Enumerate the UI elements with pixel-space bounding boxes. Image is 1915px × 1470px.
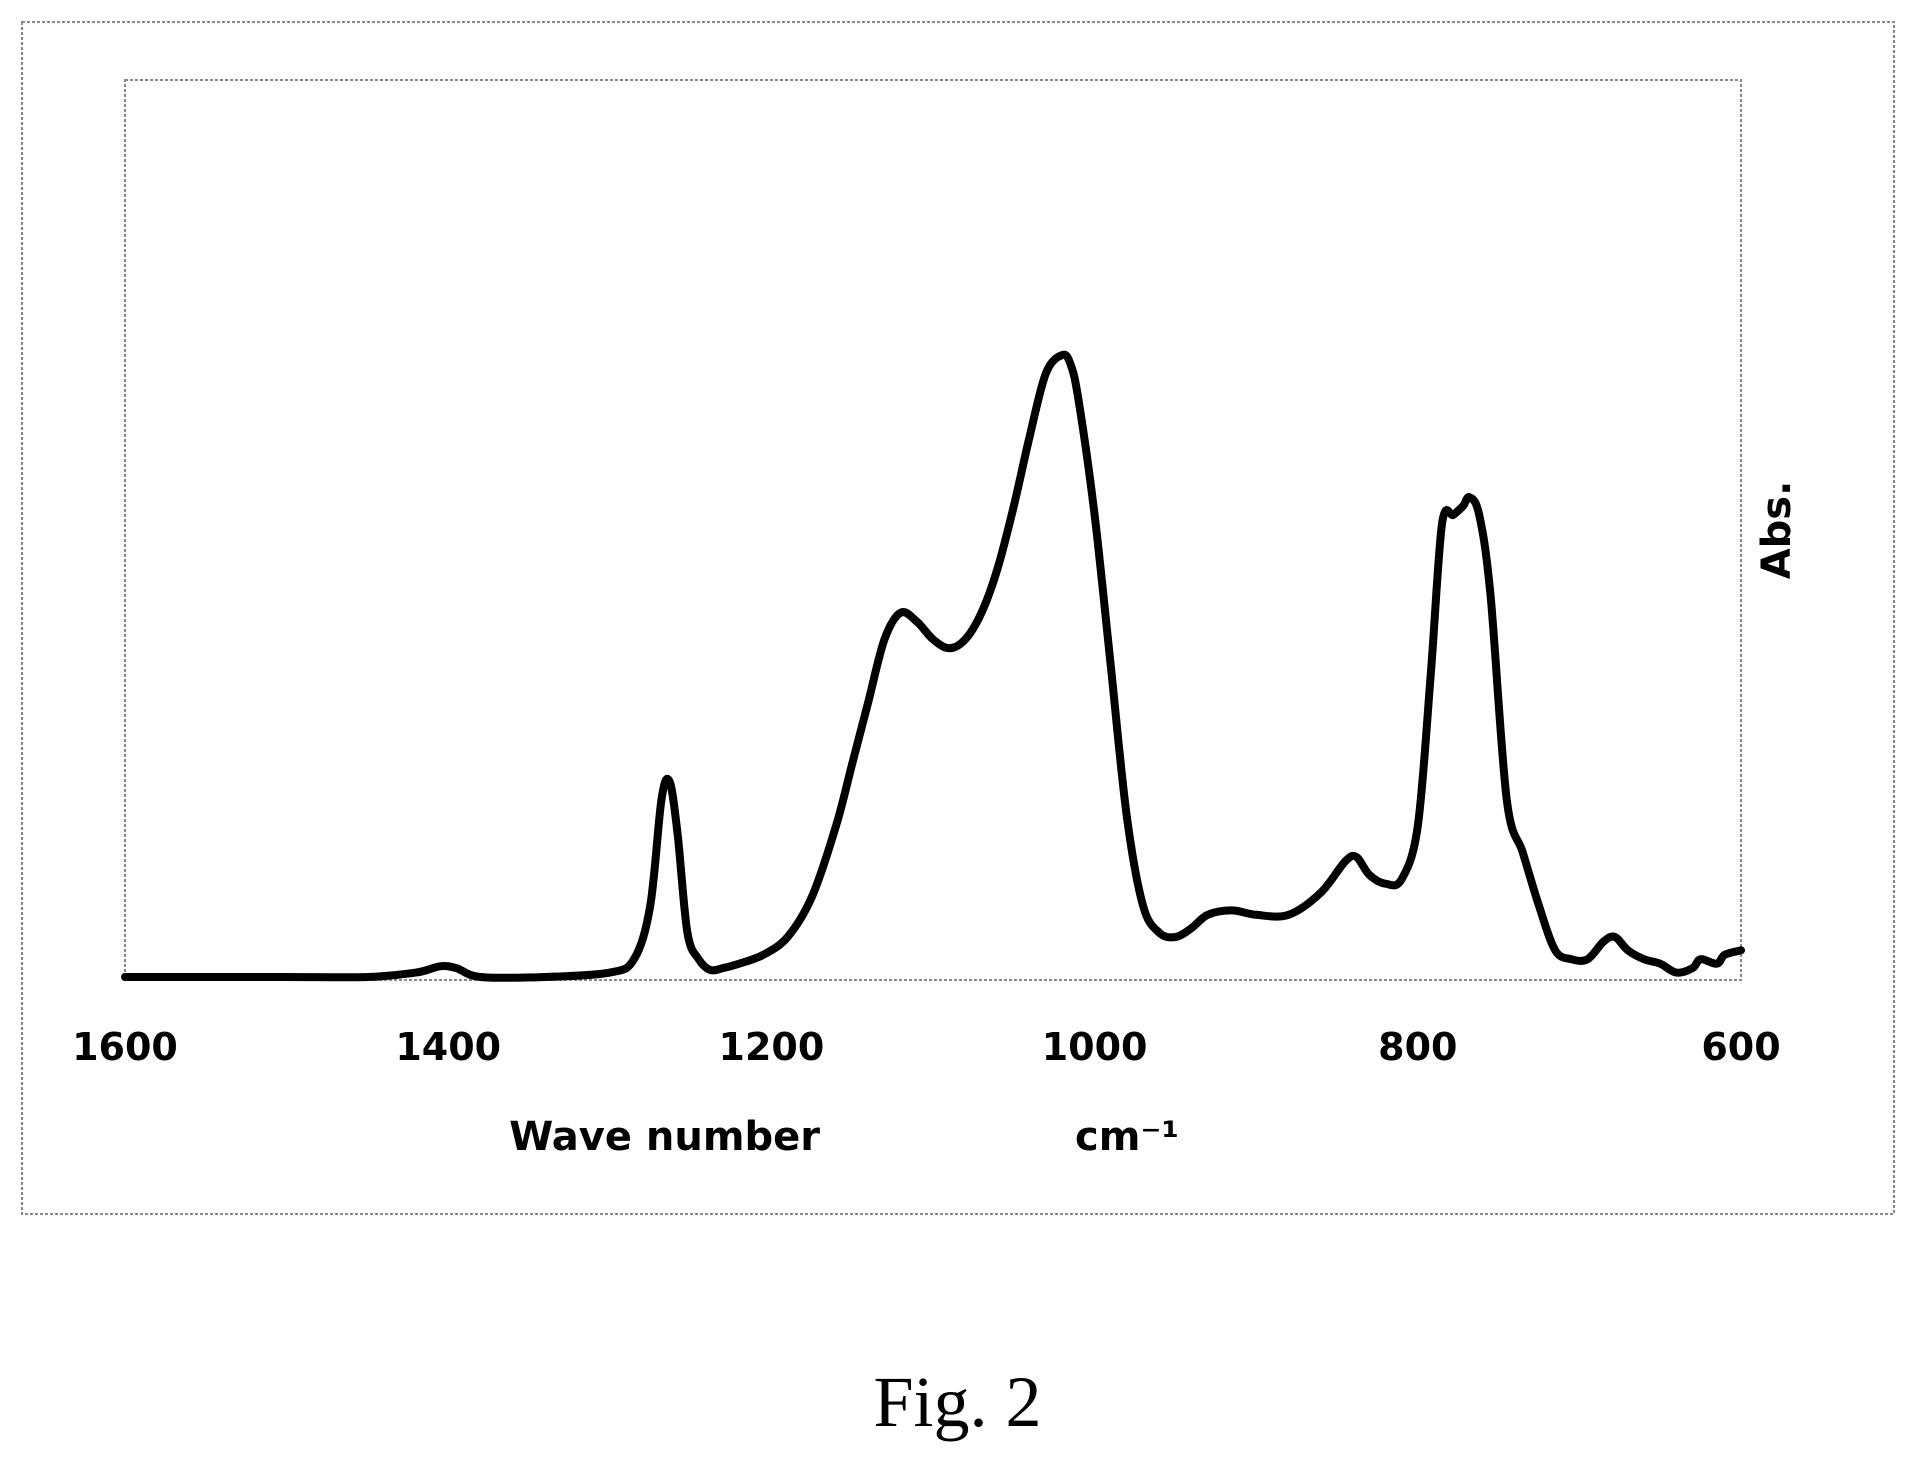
plot-area-frame bbox=[124, 79, 1742, 981]
x-axis-unit: cm⁻¹ bbox=[1075, 1114, 1179, 1160]
x-tick-label: 600 bbox=[1701, 1025, 1780, 1069]
outer-frame bbox=[21, 21, 1895, 1215]
x-tick-label: 1000 bbox=[1042, 1025, 1148, 1069]
x-tick-label: 1400 bbox=[395, 1025, 501, 1069]
y-axis-title: Abs. bbox=[1754, 481, 1800, 580]
x-tick-label: 800 bbox=[1378, 1025, 1457, 1069]
spectrum-line bbox=[121, 350, 1745, 982]
x-axis-title: Wave number bbox=[509, 1114, 820, 1160]
x-tick-label: 1200 bbox=[719, 1025, 825, 1069]
x-tick-label: 1600 bbox=[72, 1025, 178, 1069]
x-tick-labels: 1600 1400 1200 1000 800 600 bbox=[72, 1025, 1781, 1069]
figure-caption: Fig. 2 bbox=[873, 1362, 1042, 1442]
